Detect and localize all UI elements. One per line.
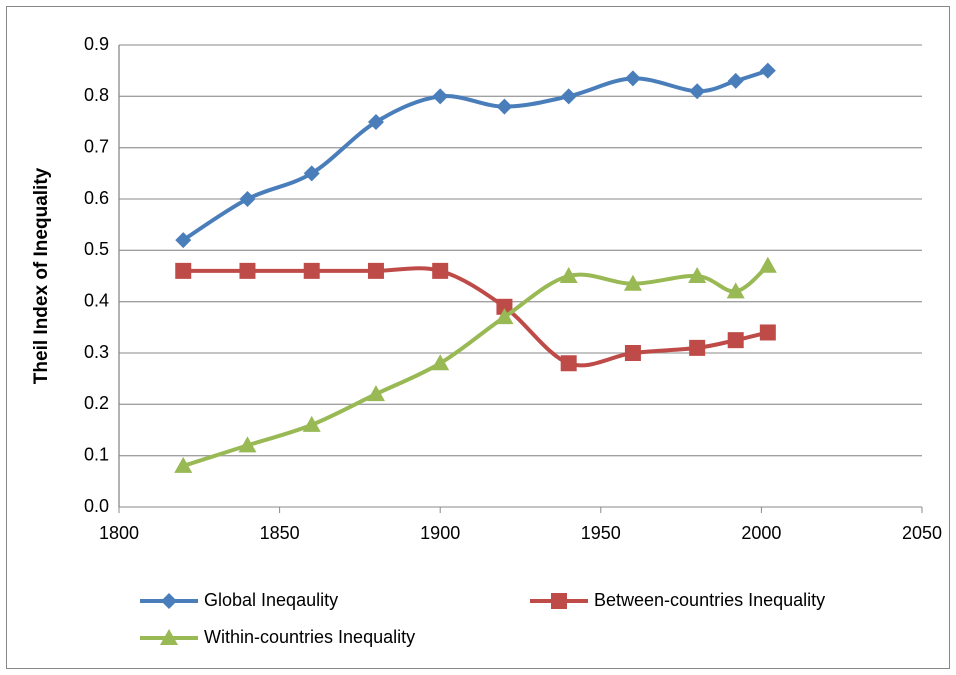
y-tick-label: 0.2 xyxy=(84,393,109,413)
marker xyxy=(727,72,744,89)
marker xyxy=(688,267,707,283)
y-tick-label: 0.9 xyxy=(84,34,109,54)
x-tick-label: 2000 xyxy=(741,523,781,543)
marker xyxy=(759,62,776,79)
marker xyxy=(175,232,192,249)
marker xyxy=(727,332,744,349)
legend-label: Between-countries Inequality xyxy=(594,590,825,610)
x-tick-label: 1950 xyxy=(581,523,621,543)
marker xyxy=(623,274,642,291)
y-tick-label: 0.1 xyxy=(84,444,109,464)
marker xyxy=(175,262,192,279)
marker xyxy=(495,308,514,325)
legend-label: Within-countries Inequality xyxy=(204,627,415,647)
marker xyxy=(726,282,745,299)
x-tick-label: 1850 xyxy=(260,523,300,543)
marker xyxy=(431,354,450,371)
legend-label: Global Ineqaulity xyxy=(204,590,338,610)
marker xyxy=(238,436,257,453)
marker xyxy=(689,339,706,356)
marker xyxy=(432,88,449,105)
marker xyxy=(366,385,385,402)
marker xyxy=(689,83,706,100)
marker xyxy=(624,345,641,361)
marker xyxy=(496,298,513,315)
y-tick-label: 0.0 xyxy=(84,496,109,516)
y-tick-label: 0.4 xyxy=(84,290,109,310)
marker xyxy=(624,70,641,87)
legend-marker xyxy=(160,629,178,645)
marker xyxy=(496,98,513,115)
marker xyxy=(560,88,577,105)
marker xyxy=(367,262,384,279)
y-tick-label: 0.6 xyxy=(84,188,109,208)
marker xyxy=(174,456,193,473)
marker xyxy=(367,114,384,130)
legend-marker xyxy=(551,593,567,609)
y-axis-title: Theil Index of Inequality xyxy=(31,167,52,384)
marker xyxy=(303,262,320,279)
y-tick-label: 0.8 xyxy=(84,85,109,105)
x-tick-label: 1800 xyxy=(99,523,139,543)
y-tick-label: 0.5 xyxy=(84,239,109,259)
y-tick-label: 0.7 xyxy=(84,136,109,156)
x-tick-label: 1900 xyxy=(420,523,460,543)
marker xyxy=(239,191,256,207)
marker xyxy=(759,324,776,341)
marker xyxy=(239,262,256,279)
marker xyxy=(302,415,321,432)
marker xyxy=(432,262,449,279)
marker xyxy=(303,165,320,182)
marker xyxy=(559,267,578,283)
legend-marker xyxy=(161,593,177,609)
marker xyxy=(758,256,777,273)
y-tick-label: 0.3 xyxy=(84,342,109,362)
marker xyxy=(560,355,577,372)
x-tick-label: 2050 xyxy=(902,523,942,543)
